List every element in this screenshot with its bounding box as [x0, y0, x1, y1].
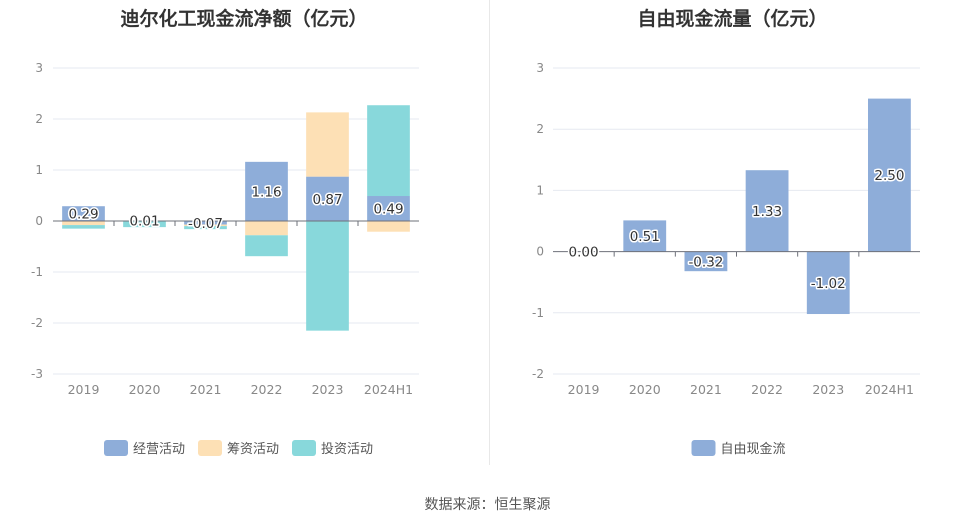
bar-筹资活动 — [62, 221, 105, 226]
x-tick-label: 2023 — [312, 382, 344, 397]
legend-label: 投资活动 — [321, 441, 373, 457]
bar-投资活动 — [245, 235, 288, 257]
data-label: 2.50 — [874, 168, 904, 184]
chart-title: 迪尔化工现金流净额（亿元） — [120, 8, 368, 30]
bar-筹资活动 — [306, 112, 349, 177]
bar-自由现金流 — [868, 98, 911, 252]
bar-经营活动 — [306, 176, 349, 221]
x-tick-label: 2020 — [129, 382, 161, 397]
data-label: 1.16 — [251, 184, 281, 200]
legend-swatch — [691, 440, 716, 456]
y-tick-label: 2 — [536, 122, 544, 136]
y-tick-label: 1 — [35, 163, 43, 177]
legend-swatch — [198, 440, 222, 456]
bar-经营活动 — [184, 221, 227, 225]
bar-自由现金流 — [806, 251, 850, 315]
legend-label: 筹资活动 — [227, 441, 279, 457]
x-tick-label: 2021 — [190, 382, 222, 397]
data-source-note: 数据来源：恒生聚源 — [424, 497, 551, 513]
x-tick-label: 2023 — [812, 382, 844, 397]
y-tick-label: 0 — [536, 245, 544, 259]
data-label: 0.87 — [312, 192, 342, 208]
data-label: 0.29 — [68, 207, 98, 223]
data-label: -1.02 — [811, 276, 846, 292]
y-tick-label: -1 — [532, 306, 544, 320]
x-tick-label: 2024H1 — [865, 382, 914, 397]
x-tick-label: 2024H1 — [364, 382, 413, 397]
bar-经营活动 — [245, 161, 288, 221]
bar-自由现金流 — [684, 251, 728, 272]
data-label: 0.00 — [569, 245, 599, 261]
data-label: 1.33 — [752, 204, 782, 220]
y-tick-label: 3 — [536, 61, 544, 75]
data-label: 0.01 — [129, 214, 159, 230]
y-tick-label: 3 — [35, 61, 43, 75]
y-tick-label: -2 — [31, 316, 43, 330]
bar-投资活动 — [367, 105, 410, 197]
y-tick-label: -2 — [532, 367, 544, 381]
bar-投资活动 — [184, 226, 227, 230]
legend-swatch — [104, 440, 128, 456]
legend-label: 自由现金流 — [721, 441, 786, 457]
cashflow-panel: 迪尔化工现金流净额（亿元） -3 -2 -1 0 1 2 3 2019 2020 2021 2022… — [0, 0, 488, 470]
bar-筹资活动 — [184, 224, 227, 227]
bar-筹资活动 — [367, 221, 410, 232]
x-tick-label: 2022 — [251, 382, 283, 397]
bar-自由现金流 — [623, 220, 667, 252]
fcf-panel: 自由现金流量（亿元） -2 -1 0 1 2 3 2019 2020 2021 2022 2023 2… — [490, 0, 975, 470]
x-tick-label: 2019 — [568, 382, 600, 397]
data-label: -0.32 — [688, 254, 723, 270]
legend-label: 经营活动 — [133, 442, 185, 457]
bar-投资活动 — [123, 221, 166, 228]
y-tick-label: 1 — [536, 183, 544, 197]
y-tick-label: 0 — [35, 214, 43, 228]
bar-筹资活动 — [245, 221, 288, 236]
x-tick-label: 2020 — [629, 382, 661, 397]
y-tick-label: -1 — [31, 265, 43, 279]
fcf-chart: -2 -1 0 1 2 3 2019 2020 2021 2022 2023 2024H1 0.00 0.… — [532, 61, 920, 457]
data-label: 0.51 — [630, 229, 660, 245]
x-tick-label: 2019 — [68, 382, 100, 397]
data-label: -0.07 — [188, 216, 223, 232]
bar-经营活动 — [62, 206, 105, 221]
data-label: 0.49 — [373, 202, 403, 218]
x-tick-label: 2022 — [751, 382, 783, 397]
legend-swatch — [292, 440, 316, 456]
chart-title: 自由现金流量（亿元） — [637, 8, 828, 30]
y-tick-label: -3 — [31, 367, 43, 381]
y-tick-label: 2 — [35, 112, 43, 126]
bar-自由现金流 — [745, 170, 789, 252]
x-tick-label: 2021 — [690, 382, 722, 397]
panel-divider — [489, 0, 490, 465]
bar-投资活动 — [62, 225, 105, 229]
bar-经营活动 — [367, 196, 410, 221]
cashflow-chart: -3 -2 -1 0 1 2 3 2019 2020 2021 2022 2023 2024H1 0.29… — [31, 61, 419, 457]
bar-投资活动 — [306, 221, 349, 331]
